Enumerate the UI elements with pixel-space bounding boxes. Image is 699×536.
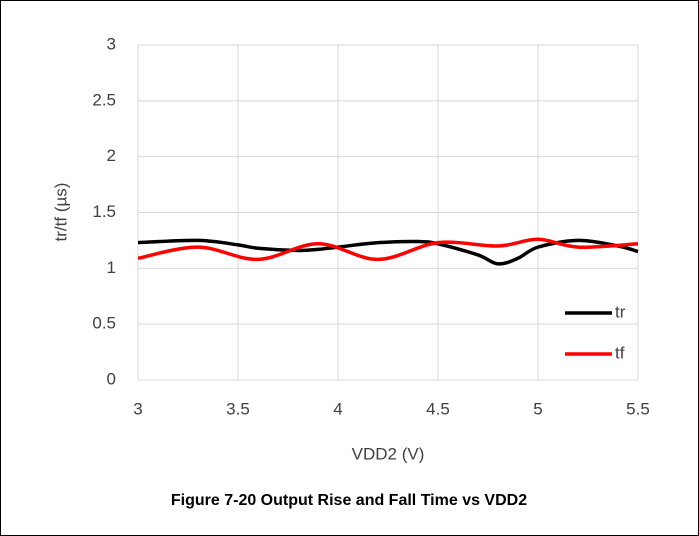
legend-label: tf <box>615 343 625 362</box>
y-tick-label: 2.5 <box>92 90 116 109</box>
x-tick-label: 3.5 <box>226 399 250 418</box>
line-series <box>137 238 639 266</box>
x-tick-label: 3 <box>133 399 142 418</box>
y-tick-label: 0 <box>107 369 116 388</box>
x-tick-label: 4 <box>333 399 342 418</box>
legend-label: tr <box>615 302 626 321</box>
x-tick-label: 4.5 <box>426 399 450 418</box>
y-tick-label: 1 <box>107 258 116 277</box>
x-axis-label: VDD2 (V) <box>352 444 425 463</box>
y-tick-label: 1.5 <box>92 202 116 221</box>
y-tick-label: 0.5 <box>92 314 116 333</box>
y-tick-label: 2 <box>107 146 116 165</box>
line-series <box>137 237 639 262</box>
x-tick-label: 5.5 <box>626 399 650 418</box>
x-tick-label: 5 <box>533 399 542 418</box>
caption: Figure 7-20 Output Rise and Fall Time vs… <box>171 492 527 509</box>
y-axis-label: tr/tf (µs) <box>51 183 70 242</box>
y-tick-label: 3 <box>107 34 116 53</box>
